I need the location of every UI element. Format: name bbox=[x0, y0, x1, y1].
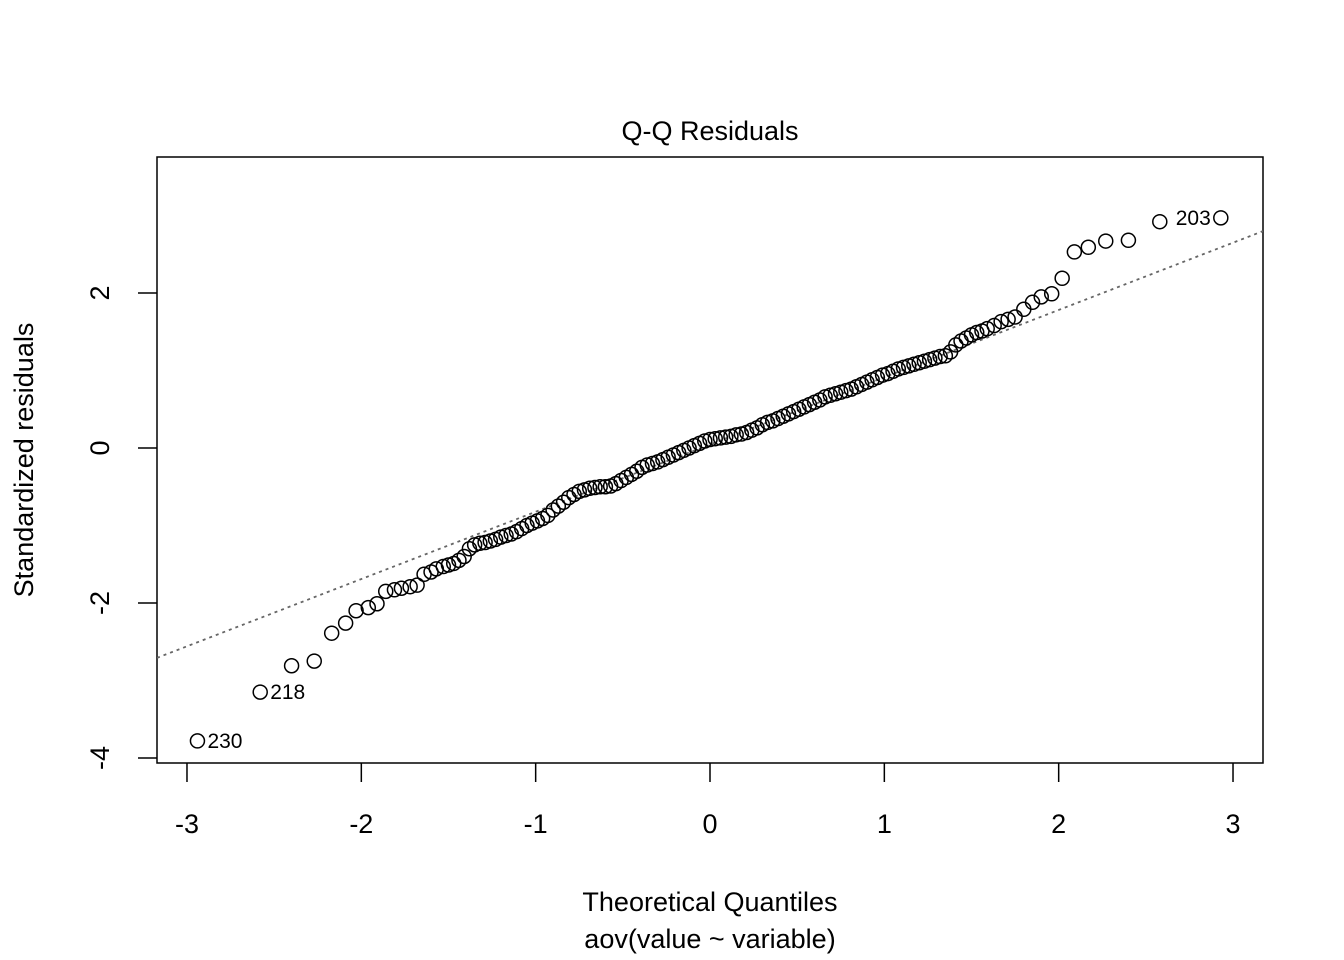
point bbox=[451, 552, 467, 569]
point bbox=[958, 330, 975, 346]
point bbox=[618, 469, 635, 486]
point bbox=[993, 313, 1009, 330]
point bbox=[337, 615, 354, 631]
point bbox=[409, 577, 425, 593]
chart-title: Q-Q Residuals bbox=[621, 116, 798, 146]
point bbox=[623, 466, 640, 483]
point-label: 230 bbox=[207, 730, 242, 753]
point bbox=[189, 733, 206, 749]
point bbox=[283, 657, 300, 674]
point bbox=[472, 535, 488, 552]
point bbox=[1097, 233, 1114, 249]
point bbox=[550, 498, 567, 514]
point bbox=[728, 427, 744, 443]
plot-frame bbox=[156, 156, 1264, 764]
x-tick-label: 0 bbox=[702, 809, 717, 839]
point bbox=[712, 430, 729, 446]
point bbox=[540, 507, 556, 524]
point bbox=[1007, 309, 1023, 325]
point bbox=[348, 602, 364, 619]
y-axis-label: Standardized residuals bbox=[9, 323, 39, 598]
point bbox=[1043, 286, 1060, 302]
x-tick-label: 1 bbox=[877, 809, 892, 839]
qq-line bbox=[157, 230, 1263, 659]
x-tick-label: 2 bbox=[1051, 809, 1066, 839]
point-label: 218 bbox=[270, 681, 305, 704]
y-tick-label: -2 bbox=[85, 591, 115, 615]
point bbox=[1000, 311, 1016, 328]
point bbox=[306, 653, 323, 669]
x-tick-label: 3 bbox=[1225, 809, 1240, 839]
point bbox=[937, 348, 954, 364]
point bbox=[1213, 210, 1229, 226]
point-label: 203 bbox=[1176, 207, 1211, 230]
point bbox=[386, 582, 403, 598]
point bbox=[252, 684, 268, 700]
point bbox=[707, 430, 723, 447]
point bbox=[597, 478, 614, 495]
x-tick-label: -2 bbox=[349, 809, 373, 839]
y-tick-label: 2 bbox=[85, 285, 115, 300]
point bbox=[932, 348, 948, 365]
point bbox=[402, 578, 418, 595]
point bbox=[1054, 270, 1070, 287]
point bbox=[555, 494, 572, 510]
y-tick-label: 0 bbox=[85, 440, 115, 455]
point bbox=[1066, 244, 1083, 260]
point bbox=[456, 548, 472, 565]
point bbox=[1016, 301, 1032, 318]
subtitle: aov(value ~ variable) bbox=[584, 924, 835, 954]
point bbox=[1033, 289, 1049, 305]
x-tick-label: -3 bbox=[175, 809, 199, 839]
point bbox=[369, 596, 385, 612]
point bbox=[323, 625, 340, 641]
point bbox=[377, 583, 394, 600]
point bbox=[717, 429, 734, 445]
point bbox=[592, 478, 608, 495]
point bbox=[545, 502, 561, 518]
point bbox=[360, 599, 377, 616]
point bbox=[948, 337, 964, 353]
point bbox=[702, 431, 718, 448]
point bbox=[513, 520, 530, 537]
x-axis-label: Theoretical Quantiles bbox=[582, 887, 837, 917]
point bbox=[1152, 213, 1168, 230]
point bbox=[1024, 294, 1041, 311]
point bbox=[1080, 239, 1097, 256]
x-tick-label: -1 bbox=[524, 809, 548, 839]
y-tick-label: -4 bbox=[85, 746, 115, 770]
point bbox=[587, 479, 603, 496]
point bbox=[393, 580, 410, 597]
point bbox=[581, 480, 598, 497]
point bbox=[1120, 232, 1137, 249]
point bbox=[979, 320, 995, 337]
